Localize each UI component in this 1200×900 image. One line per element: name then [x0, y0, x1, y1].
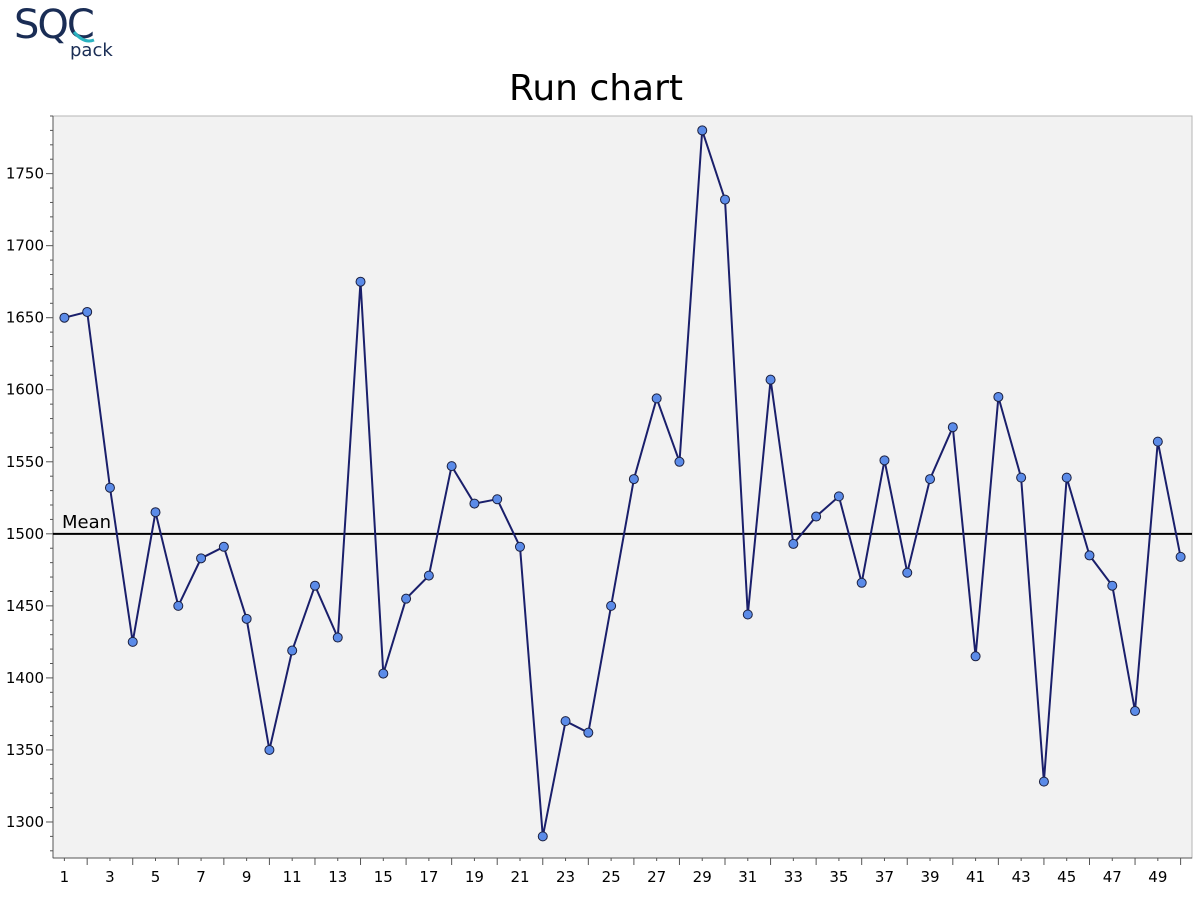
plot-area	[52, 115, 1193, 859]
y-tick-label: 1350	[6, 741, 44, 759]
x-tick-label: 25	[602, 868, 621, 886]
y-tick-label: 1750	[6, 165, 44, 183]
data-point	[218, 541, 229, 552]
mean-label: Mean	[62, 512, 111, 533]
data-point	[514, 541, 525, 552]
x-tick-label: 7	[196, 868, 206, 886]
x-axis: 1 3 5 7 9 11 13 15 17 19 21 23 25 27 29 31 33 35 37 39 41 43 4…	[53, 857, 1192, 886]
x-tick-label: 45	[1057, 868, 1076, 886]
data-point	[583, 727, 594, 738]
y-tick-label: 1500	[6, 525, 44, 543]
x-tick-label: 17	[419, 868, 438, 886]
x-tick-label: 21	[510, 868, 529, 886]
data-point	[879, 455, 890, 466]
x-tick-label: 39	[920, 868, 939, 886]
x-tick-label: 47	[1103, 868, 1122, 886]
data-points	[59, 125, 1186, 842]
y-tick-label: 1400	[6, 669, 44, 687]
chart-title: Run chart	[508, 68, 684, 109]
data-point	[1038, 776, 1049, 787]
x-tick-label: 15	[374, 868, 393, 886]
data-point	[469, 498, 480, 509]
data-point	[104, 482, 115, 493]
x-tick-label: 9	[242, 868, 252, 886]
y-axis: 1300 1350 1400 1450 1500 1550 1600 1650 1700 1750	[6, 115, 54, 858]
x-tick-label: 19	[465, 868, 484, 886]
x-tick-label: 43	[1012, 868, 1031, 886]
data-point	[196, 553, 207, 564]
data-point	[446, 461, 457, 472]
data-point	[59, 312, 70, 323]
data-point	[1130, 706, 1141, 717]
x-tick-label: 35	[829, 868, 848, 886]
data-point	[1107, 580, 1118, 591]
data-point	[287, 645, 298, 656]
x-tick-label: 3	[105, 868, 115, 886]
x-tick-label: 29	[693, 868, 712, 886]
data-point	[674, 456, 685, 467]
x-tick-label: 5	[151, 868, 161, 886]
data-point	[537, 831, 548, 842]
data-point	[241, 613, 252, 624]
data-point	[811, 511, 822, 522]
data-point	[173, 600, 184, 611]
logo-subtext: pack	[70, 40, 113, 61]
data-point	[1061, 472, 1072, 483]
sqc-pack-logo: SQC pack	[14, 2, 113, 61]
data-point	[82, 306, 93, 317]
data-point	[264, 744, 275, 755]
y-tick-label: 1550	[6, 453, 44, 471]
data-point	[1016, 472, 1027, 483]
x-tick-label: 49	[1148, 868, 1167, 886]
data-point	[309, 580, 320, 591]
data-point	[127, 636, 138, 647]
y-tick-label: 1450	[6, 597, 44, 615]
data-point	[970, 651, 981, 662]
data-point	[423, 570, 434, 581]
data-point	[150, 507, 161, 518]
data-point	[606, 600, 617, 611]
data-point	[628, 474, 639, 485]
data-point	[720, 194, 731, 205]
data-point	[1175, 551, 1186, 562]
x-tick-label: 31	[738, 868, 757, 886]
data-point	[378, 668, 389, 679]
x-tick-label: 1	[60, 868, 70, 886]
y-tick-label: 1700	[6, 237, 44, 255]
data-point	[833, 491, 844, 502]
data-point	[765, 374, 776, 385]
x-tick-label: 41	[966, 868, 985, 886]
x-tick-label: 33	[784, 868, 803, 886]
data-point	[902, 567, 913, 578]
y-tick-label: 1300	[6, 813, 44, 831]
data-point	[1152, 436, 1163, 447]
data-point	[355, 276, 366, 287]
data-point	[947, 422, 958, 433]
data-point	[560, 716, 571, 727]
data-point	[788, 538, 799, 549]
x-tick-label: 13	[328, 868, 347, 886]
data-point	[332, 632, 343, 643]
x-tick-label: 27	[647, 868, 666, 886]
x-tick-label: 37	[875, 868, 894, 886]
data-point	[925, 474, 936, 485]
data-point	[697, 125, 708, 136]
data-point	[401, 593, 412, 604]
data-point	[742, 609, 753, 620]
y-tick-label: 1650	[6, 309, 44, 327]
x-tick-label: 23	[556, 868, 575, 886]
data-point	[1084, 550, 1095, 561]
y-tick-label: 1600	[6, 381, 44, 399]
data-point	[856, 577, 867, 588]
data-point	[993, 391, 1004, 402]
data-point	[651, 393, 662, 404]
data-point	[492, 494, 503, 505]
logo-swoosh-icon	[72, 31, 95, 43]
x-tick-label: 11	[283, 868, 302, 886]
series-line	[64, 130, 1182, 837]
